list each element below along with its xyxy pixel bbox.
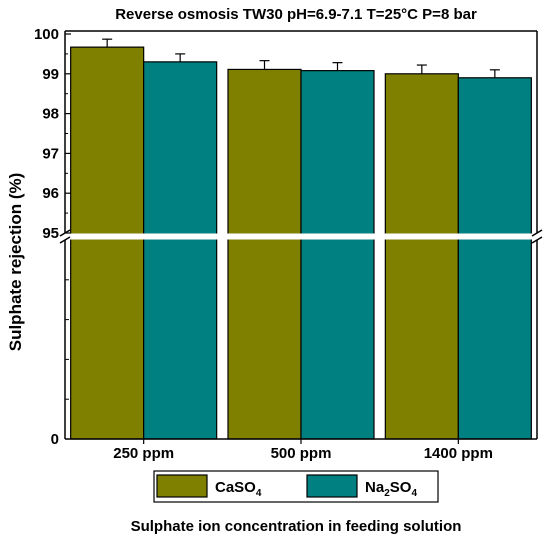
bar-caso4-500-ppm [227, 68, 302, 440]
y-tick-label: 100 [34, 26, 59, 43]
y-tick-label: 99 [42, 66, 59, 83]
legend-label: Na2SO4 [365, 479, 417, 499]
chart-title: Reverse osmosis TW30 pH=6.9-7.1 T=25°C P… [115, 6, 477, 23]
x-tick-label: 1400 ppm [424, 445, 493, 462]
x-tick-label: 250 ppm [113, 445, 174, 462]
legend: CaSO4 Na2SO4 [153, 470, 439, 503]
bar-na2so4-250-ppm [143, 61, 218, 440]
bar-caso4-1400-ppm [384, 73, 459, 440]
axis-break-mark [531, 236, 543, 244]
axis-break-mark [531, 229, 543, 237]
bar-na2so4-1400-ppm [457, 77, 532, 440]
legend-swatch [306, 474, 358, 498]
legend-swatch [156, 474, 208, 498]
bar-caso4-250-ppm [70, 46, 145, 440]
y-tick-label: 97 [42, 145, 59, 162]
axis-break-gap [53, 233, 549, 240]
plot-area: 250 ppm 500 ppm 1400 ppm 95 96 97 98 99 100 0 [34, 26, 549, 462]
y-tick-label: 95 [42, 225, 59, 242]
x-axis-label: Sulphate ion concentration in feeding so… [131, 518, 462, 535]
x-tick-label: 500 ppm [271, 445, 332, 462]
y-tick-label: 96 [42, 185, 59, 202]
bar-na2so4-500-ppm [300, 70, 375, 440]
legend-label: CaSO4 [215, 479, 262, 499]
y-axis-label: Sulphate rejection (%) [6, 173, 25, 352]
y-tick-label: 98 [42, 106, 59, 123]
y-tick-label: 0 [51, 431, 59, 448]
axis-break-mark [59, 236, 71, 244]
